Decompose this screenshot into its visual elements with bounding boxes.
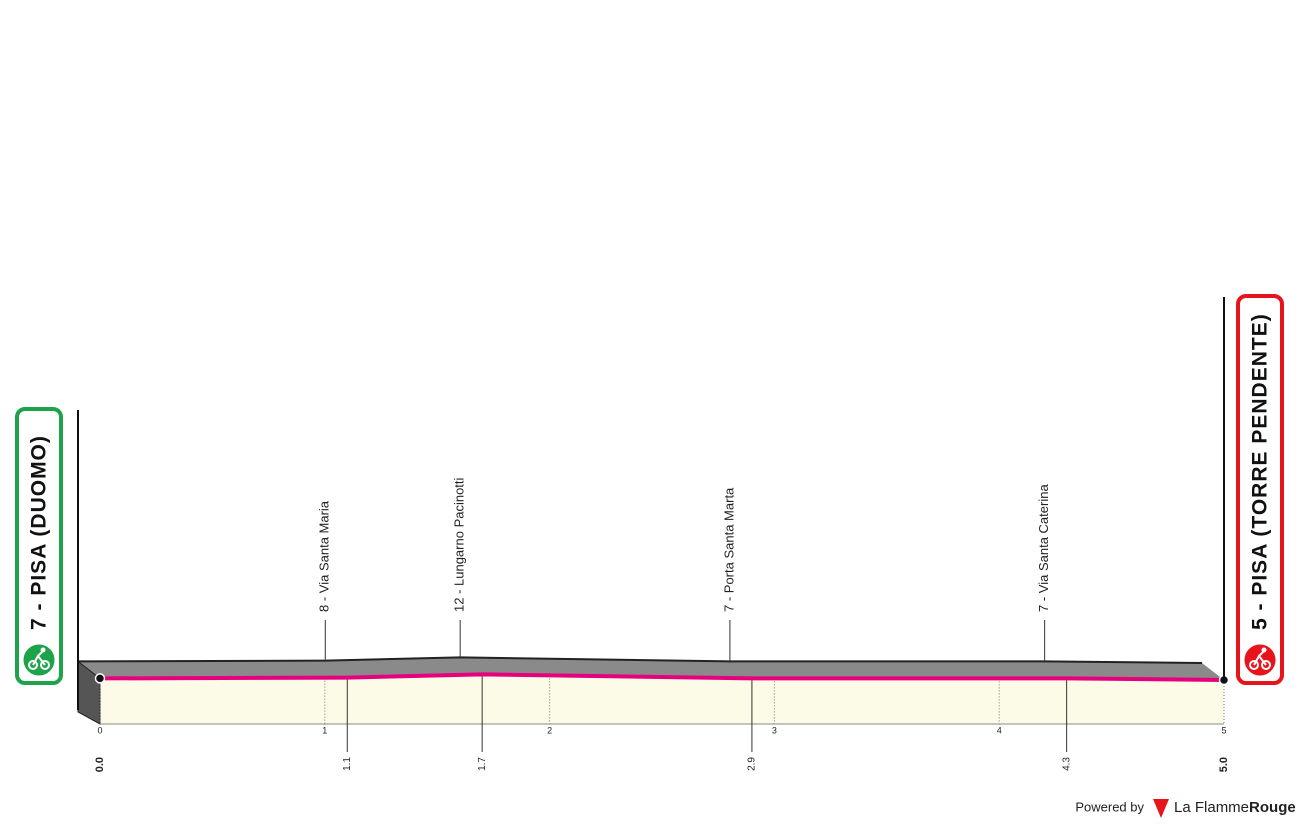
waypoint-label: 7 - Porta Santa Marta bbox=[721, 487, 736, 612]
x-tick-label: 1 bbox=[322, 725, 327, 735]
km-label: 5.0 bbox=[1218, 757, 1230, 772]
badge-icon-head bbox=[1261, 647, 1267, 653]
waypoint-label: 8 - Via Santa Maria bbox=[317, 500, 332, 612]
badge-icon-head bbox=[40, 647, 46, 653]
badge-icon-wheel bbox=[40, 660, 50, 670]
x-tick-label: 2 bbox=[547, 725, 552, 735]
km-label: 1.7 bbox=[477, 757, 488, 771]
profile-line bbox=[99, 672, 1225, 682]
badge-icon-wheel bbox=[28, 660, 38, 670]
badge-icon bbox=[1241, 641, 1279, 679]
badge-icon-wheel bbox=[1261, 660, 1271, 670]
km-label: 2.9 bbox=[747, 757, 758, 771]
km-label: 1.1 bbox=[342, 757, 353, 771]
x-tick-label: 0 bbox=[97, 725, 102, 735]
badge-icon bbox=[20, 641, 58, 679]
brand-light: La Flamme bbox=[1174, 799, 1249, 816]
brand-logo bbox=[1153, 799, 1169, 818]
waypoint-label: 7 - Via Santa Caterina bbox=[1036, 484, 1051, 612]
brand-name: La FlammeRouge bbox=[1174, 799, 1296, 816]
badge-label: 5 - PISA (TORRE PENDENTE) bbox=[1249, 313, 1272, 630]
profile-area bbox=[100, 674, 1224, 724]
badge-icon-wheel bbox=[1249, 660, 1259, 670]
badge-box bbox=[1236, 294, 1284, 685]
km-label: 0.0 bbox=[94, 757, 106, 772]
x-tick-label: 4 bbox=[997, 725, 1002, 735]
x-tick-label: 5 bbox=[1221, 725, 1226, 735]
profile-edge bbox=[77, 656, 1203, 664]
waypoint-label: 12 - Lungarno Pacinotti bbox=[452, 477, 467, 612]
badge-box bbox=[15, 407, 63, 685]
x-tick-label: 3 bbox=[772, 725, 777, 735]
start-dot bbox=[94, 673, 106, 684]
powered-by: Powered by bbox=[1075, 799, 1144, 814]
profile-surface bbox=[78, 657, 1224, 680]
km-label: 4.3 bbox=[1061, 757, 1072, 771]
badge-label: 7 - PISA (DUOMO) bbox=[28, 435, 51, 630]
footer: Powered by La FlammeRouge bbox=[1075, 799, 1296, 818]
badge-icon-rider bbox=[32, 651, 46, 666]
brand-bold: Rouge bbox=[1249, 799, 1296, 816]
badge-icon-rider bbox=[1253, 651, 1267, 666]
